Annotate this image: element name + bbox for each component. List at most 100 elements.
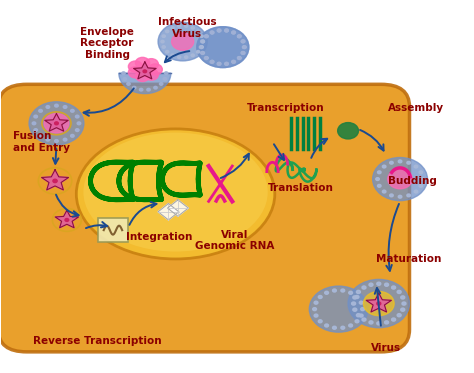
Circle shape: [243, 46, 246, 48]
Circle shape: [210, 60, 214, 63]
Circle shape: [171, 54, 174, 57]
Text: Transcription: Transcription: [246, 103, 324, 113]
Circle shape: [337, 123, 358, 139]
Circle shape: [77, 122, 81, 125]
Circle shape: [197, 27, 249, 68]
Circle shape: [237, 57, 241, 59]
Circle shape: [314, 314, 318, 317]
Circle shape: [232, 60, 236, 63]
Circle shape: [162, 35, 165, 37]
Circle shape: [225, 63, 228, 65]
Circle shape: [232, 60, 235, 63]
Circle shape: [178, 56, 181, 59]
Circle shape: [75, 129, 79, 132]
Circle shape: [414, 165, 418, 168]
Circle shape: [144, 59, 158, 70]
Circle shape: [362, 318, 366, 321]
Text: Reverse Transcription: Reverse Transcription: [33, 336, 162, 346]
Text: Virus: Virus: [371, 343, 401, 353]
Circle shape: [319, 320, 322, 323]
Circle shape: [210, 31, 214, 34]
Circle shape: [143, 70, 146, 73]
Circle shape: [178, 25, 181, 27]
Circle shape: [205, 35, 208, 38]
Circle shape: [75, 115, 79, 118]
Circle shape: [71, 134, 74, 137]
Polygon shape: [119, 73, 171, 94]
Circle shape: [356, 314, 360, 317]
Circle shape: [34, 129, 37, 132]
Circle shape: [158, 22, 207, 61]
Circle shape: [147, 88, 150, 91]
Circle shape: [369, 321, 373, 324]
Circle shape: [64, 138, 67, 141]
Circle shape: [201, 40, 204, 43]
Text: Envelope
Receptor
Binding: Envelope Receptor Binding: [80, 27, 134, 60]
Circle shape: [39, 109, 42, 112]
Circle shape: [39, 134, 42, 137]
Circle shape: [310, 286, 368, 332]
FancyBboxPatch shape: [0, 84, 410, 352]
Circle shape: [55, 122, 58, 125]
Circle shape: [377, 171, 381, 174]
Circle shape: [325, 291, 328, 294]
Circle shape: [237, 35, 241, 38]
Circle shape: [361, 308, 365, 311]
Circle shape: [201, 51, 204, 54]
Circle shape: [122, 72, 125, 75]
Circle shape: [325, 324, 328, 327]
Text: Maturation: Maturation: [376, 254, 442, 264]
Circle shape: [402, 302, 406, 305]
Circle shape: [46, 106, 50, 109]
Text: Infectious
Virus: Infectious Virus: [158, 18, 217, 39]
Text: Viral
Genomic RNA: Viral Genomic RNA: [195, 230, 274, 251]
Circle shape: [199, 46, 203, 48]
Circle shape: [398, 195, 402, 198]
Text: Assembly: Assembly: [388, 103, 444, 113]
Circle shape: [139, 88, 143, 91]
Circle shape: [154, 86, 157, 89]
Circle shape: [356, 290, 360, 294]
Circle shape: [353, 308, 357, 311]
Circle shape: [359, 301, 363, 304]
Circle shape: [225, 62, 228, 65]
Text: Budding: Budding: [388, 176, 437, 186]
Polygon shape: [366, 293, 392, 312]
Polygon shape: [45, 114, 68, 131]
Polygon shape: [158, 204, 179, 220]
Circle shape: [362, 286, 366, 289]
Circle shape: [407, 194, 410, 197]
Circle shape: [313, 308, 317, 311]
Circle shape: [64, 106, 67, 109]
Circle shape: [128, 61, 143, 72]
Circle shape: [197, 27, 249, 68]
Circle shape: [353, 296, 357, 299]
Circle shape: [71, 109, 74, 112]
Circle shape: [421, 178, 424, 181]
Circle shape: [136, 57, 150, 69]
Circle shape: [319, 295, 322, 298]
Polygon shape: [55, 210, 79, 228]
Circle shape: [32, 122, 36, 125]
Circle shape: [164, 72, 168, 75]
Text: Fusion
and Entry: Fusion and Entry: [12, 131, 70, 153]
Circle shape: [359, 314, 363, 317]
Circle shape: [133, 86, 136, 89]
Circle shape: [127, 82, 130, 85]
Circle shape: [383, 165, 386, 168]
Circle shape: [46, 138, 50, 141]
Circle shape: [407, 162, 410, 164]
Circle shape: [197, 30, 200, 33]
Circle shape: [191, 54, 194, 57]
Circle shape: [341, 289, 345, 292]
Circle shape: [377, 282, 381, 285]
Circle shape: [44, 114, 69, 133]
Ellipse shape: [76, 129, 275, 259]
Circle shape: [241, 40, 245, 43]
Circle shape: [55, 140, 58, 142]
Circle shape: [341, 326, 345, 329]
FancyBboxPatch shape: [98, 218, 128, 242]
Circle shape: [237, 57, 241, 60]
Circle shape: [419, 184, 423, 187]
Text: Integration: Integration: [126, 232, 192, 242]
